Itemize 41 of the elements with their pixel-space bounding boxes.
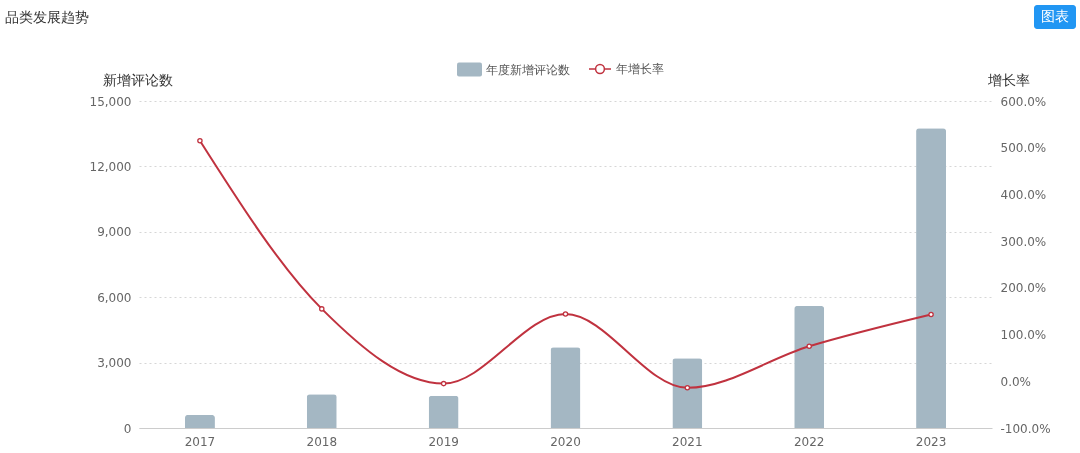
y2-axis-title: 增长率	[986, 71, 1030, 88]
point	[319, 306, 325, 312]
x-tick-label: 2019	[428, 434, 459, 449]
y2-tick-label: 300.0%	[1000, 234, 1047, 249]
x-tick-label: 2017	[184, 434, 216, 449]
y2-tick-label: -100.0%	[1000, 421, 1051, 436]
y-tick-label: 6,000	[97, 290, 132, 305]
text: 图表	[1041, 8, 1069, 24]
y2-tick-label: 400.0%	[1000, 187, 1047, 202]
bar	[428, 395, 459, 428]
x-tick-label: 2020	[550, 434, 581, 449]
chart-title: 品类发展趋势	[5, 9, 89, 25]
y2-tick-label: 0.0%	[1000, 374, 1031, 389]
bar	[672, 358, 703, 428]
bar	[550, 347, 581, 428]
point	[684, 385, 691, 391]
y2-tick-label: 600.0%	[1000, 94, 1047, 109]
y-tick-label: 12,000	[89, 159, 132, 174]
bar	[916, 128, 947, 428]
bar	[184, 414, 215, 428]
x-tick-label: 2023	[915, 434, 947, 449]
y-tick-label: 9,000	[97, 225, 132, 240]
point	[806, 343, 812, 350]
y2-tick-label: 500.0%	[1000, 141, 1047, 156]
y-tick-label: 15,000	[89, 94, 132, 109]
bar	[306, 394, 337, 428]
y-tick-label: 0	[123, 421, 132, 436]
y-tick-label: 3,000	[97, 356, 132, 371]
point	[928, 311, 934, 318]
point	[197, 137, 203, 144]
y2-tick-label: 200.0%	[1000, 281, 1047, 296]
y-axis-title: 新增评论数	[102, 71, 173, 88]
x-tick-label: 2021	[672, 434, 703, 449]
bar	[794, 305, 825, 428]
y2-tick-label: 100.0%	[1000, 328, 1047, 343]
point	[440, 380, 447, 387]
x-tick-label: 2018	[306, 434, 338, 449]
legend-label: 年增长率	[616, 62, 664, 76]
point	[562, 311, 569, 317]
x-tick-label: 2022	[793, 434, 825, 449]
legend-label: 年度新增评论数	[486, 62, 570, 77]
